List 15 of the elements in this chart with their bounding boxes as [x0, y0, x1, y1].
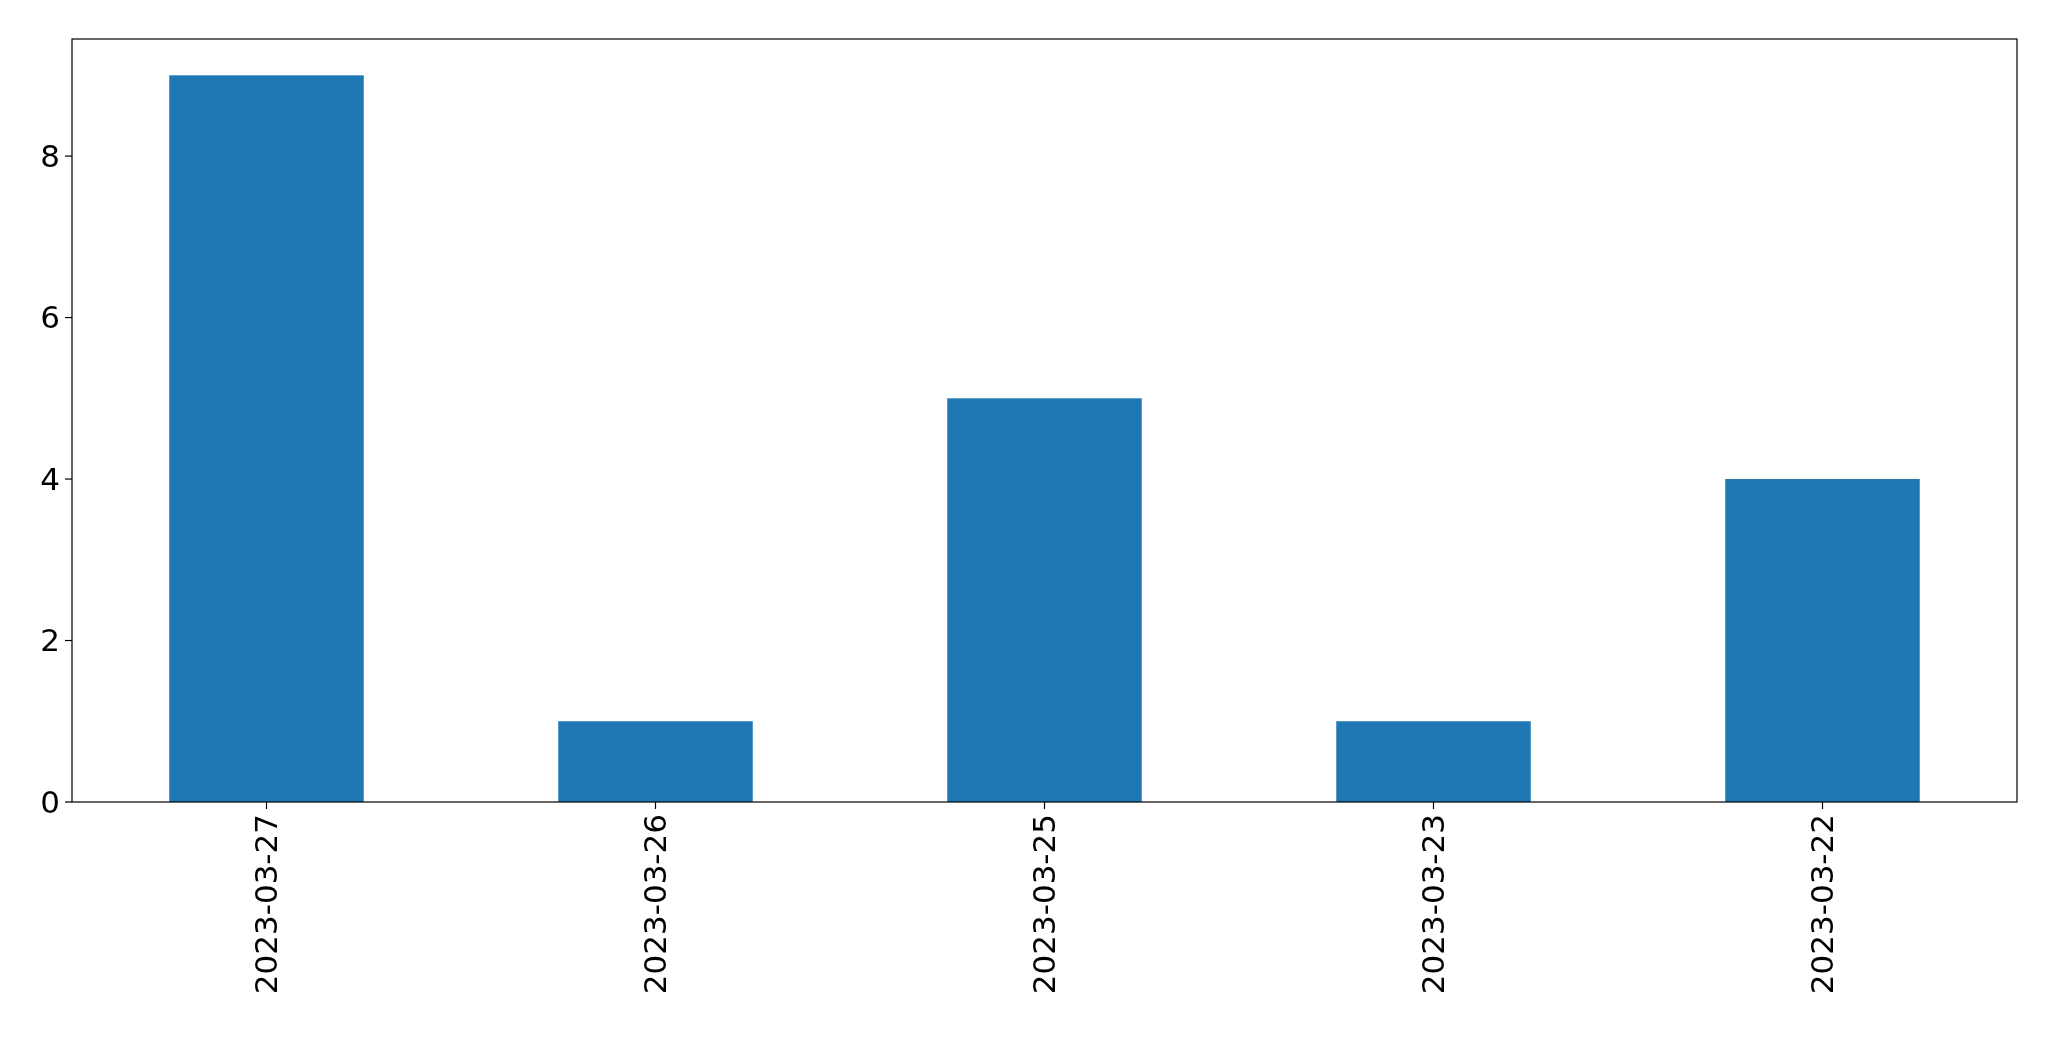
y-tick-label: 6: [40, 299, 60, 336]
bar: [558, 721, 753, 802]
bar: [1336, 721, 1531, 802]
x-tick-label: 2023-03-27: [248, 814, 285, 995]
y-tick-label: 2: [40, 622, 60, 659]
bar: [1725, 479, 1920, 802]
x-tick-label: 2023-03-25: [1026, 814, 1063, 995]
y-tick-label: 0: [40, 783, 60, 820]
y-tick-label: 8: [40, 137, 60, 174]
x-tick-label: 2023-03-26: [637, 814, 674, 995]
bar: [169, 75, 364, 802]
x-tick-label: 2023-03-22: [1804, 814, 1841, 995]
bar: [947, 398, 1142, 802]
x-tick-label: 2023-03-23: [1415, 814, 1452, 995]
y-tick-label: 4: [40, 460, 60, 497]
